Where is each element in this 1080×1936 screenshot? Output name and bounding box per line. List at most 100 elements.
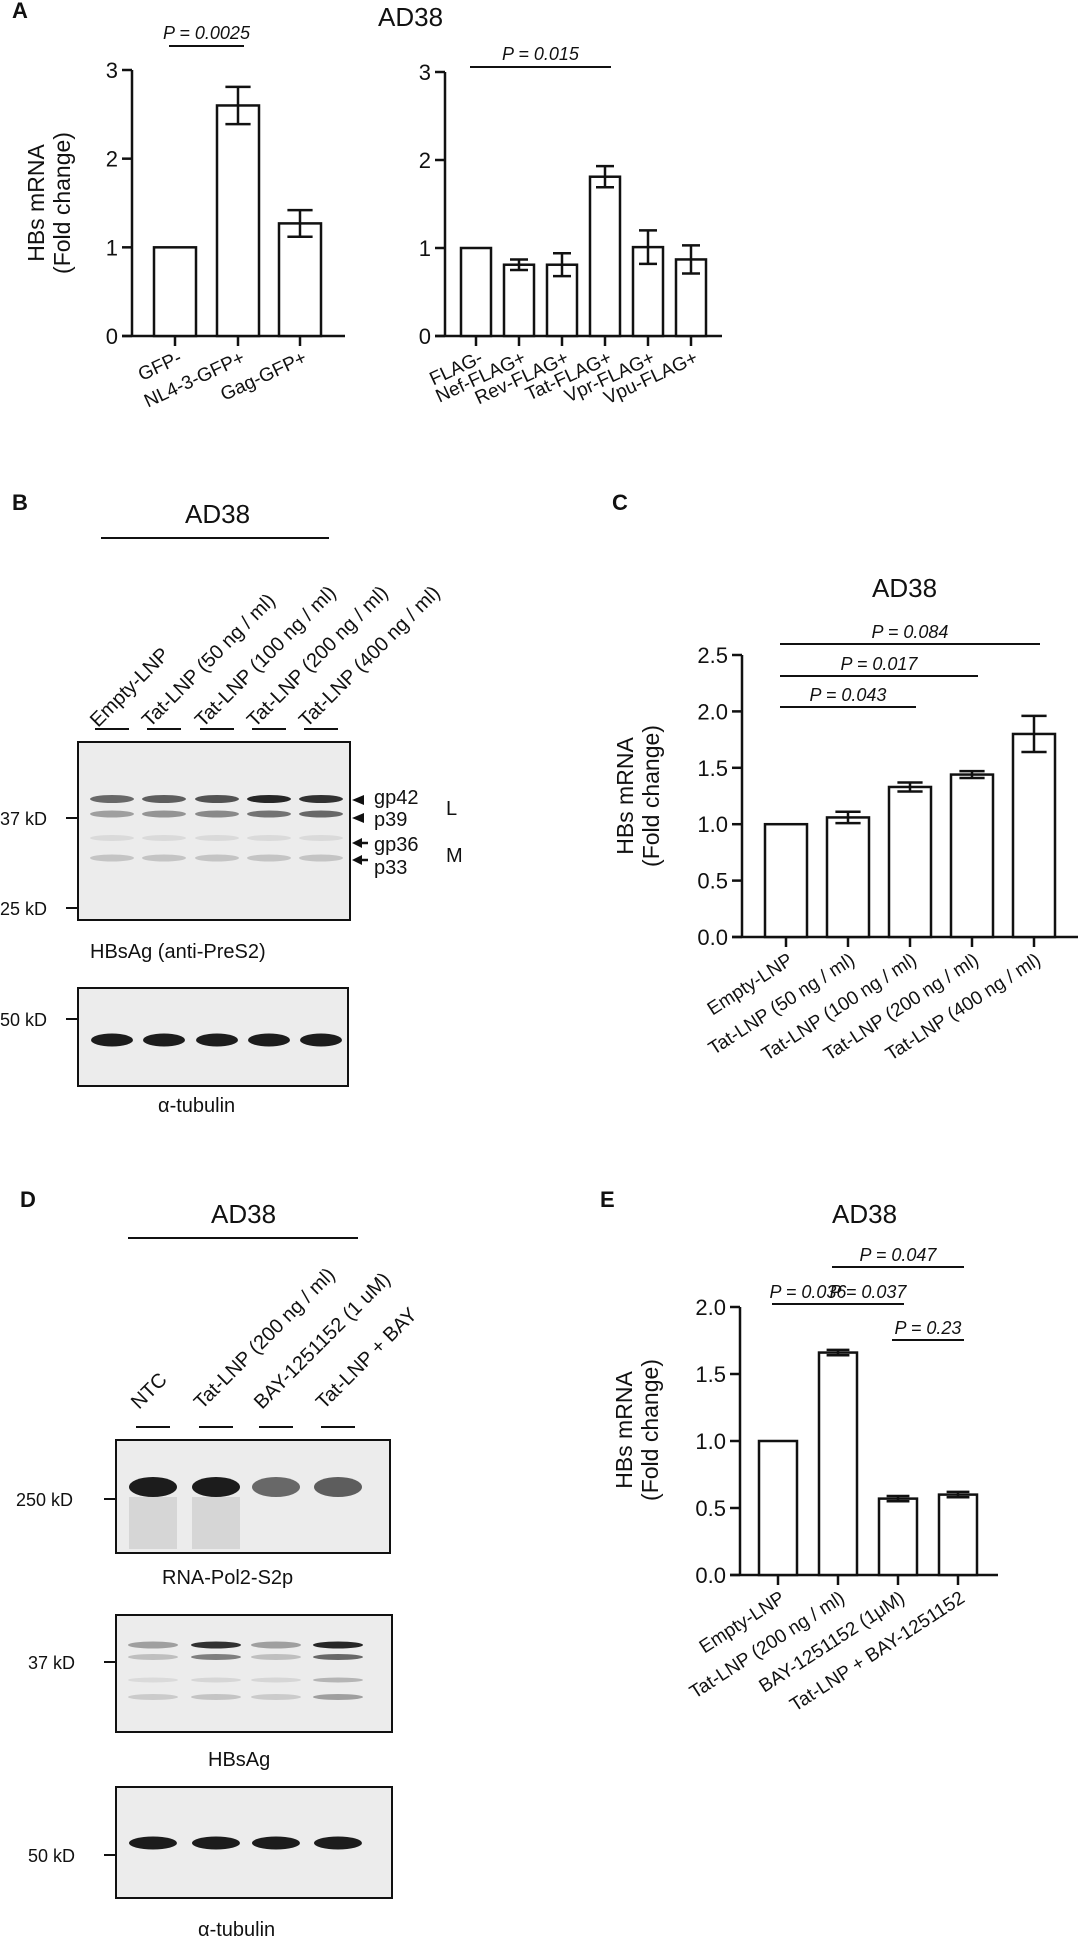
band	[90, 854, 134, 862]
band	[313, 1677, 363, 1683]
blot-d-hbsag-bands	[128, 1641, 363, 1700]
marker-37kd: 37 kD	[28, 1653, 75, 1673]
bar	[152, 246, 198, 338]
y-tick-label: 1.0	[695, 1429, 726, 1454]
y-tick-label: 1.5	[697, 756, 728, 781]
y-tick-label: 1.5	[695, 1362, 726, 1387]
band-label-p33: p33	[374, 857, 407, 879]
band-label-gp36: gp36	[374, 834, 419, 856]
band	[196, 1033, 238, 1047]
arrow-left-icon	[352, 855, 362, 865]
marker-25kd: 25 kD	[0, 899, 47, 919]
bar	[1011, 732, 1057, 939]
band	[314, 1477, 362, 1497]
arrowhead-icon	[352, 813, 364, 823]
y-tick-label: 0.5	[695, 1496, 726, 1521]
blot-d-pol2-caption: RNA-Pol2-S2p	[162, 1567, 293, 1589]
y-tick-label: 0.5	[697, 869, 728, 894]
band	[142, 795, 186, 803]
band	[252, 1836, 300, 1850]
band	[195, 810, 239, 818]
band	[191, 1641, 241, 1649]
band	[299, 854, 343, 862]
panel-a-title: AD38	[378, 2, 443, 32]
band	[299, 835, 343, 841]
band	[251, 1641, 301, 1649]
bar	[817, 1351, 859, 1577]
panel-letter-b: B	[12, 490, 28, 515]
blot-b-tubulin-caption: α-tubulin	[158, 1095, 235, 1117]
bar	[887, 785, 933, 939]
band	[192, 1836, 240, 1850]
band	[143, 1033, 185, 1047]
band	[313, 1694, 363, 1700]
band	[251, 1677, 301, 1683]
y-tick-label: 3	[106, 58, 118, 83]
band	[300, 1033, 342, 1047]
group-label-m: M	[446, 845, 463, 867]
bar	[763, 822, 809, 939]
y-axis-label: HBs mRNA(Fold change)	[23, 132, 75, 274]
p-value-label: P = 0.047	[860, 1245, 938, 1265]
bar	[588, 175, 622, 338]
y-axis-label: HBs mRNA(Fold change)	[612, 725, 664, 867]
band	[191, 1677, 241, 1683]
lane-label: NTC	[127, 1369, 172, 1414]
band	[313, 1654, 363, 1660]
band-label-p39: p39	[374, 809, 407, 831]
y-tick-label: 2.0	[697, 699, 728, 724]
y-axis-label: HBs mRNA(Fold change)	[611, 1359, 663, 1501]
bar	[825, 816, 871, 939]
panel-c: C AD38 0.0 0.5 1.0 1.5 2.0 2.5 HBs mRNA(Fold c…	[612, 490, 1078, 1065]
panel-e-title: AD38	[832, 1199, 897, 1229]
band	[248, 1033, 290, 1047]
p-value-label: P = 0.036	[770, 1282, 848, 1302]
p-value-label: P = 0.084	[872, 622, 949, 642]
y-tick-label: 0	[106, 324, 118, 349]
bar	[877, 1497, 919, 1577]
y-tick-label: 2.5	[697, 643, 728, 668]
band	[191, 1654, 241, 1660]
band	[142, 810, 186, 818]
panel-d-title: AD38	[211, 1199, 276, 1229]
band	[251, 1694, 301, 1700]
p-value-label: P = 0.0025	[163, 23, 251, 43]
band	[313, 1641, 363, 1649]
band	[247, 810, 291, 818]
band	[195, 835, 239, 841]
panel-b-title: AD38	[185, 499, 250, 529]
blot-d-hbsag-membrane	[115, 1614, 393, 1733]
blot-b-tubulin-bands	[91, 1033, 342, 1047]
band	[128, 1677, 178, 1683]
panel-letter-d: D	[20, 1187, 36, 1212]
p-value-label: P = 0.23	[895, 1318, 962, 1338]
band	[90, 795, 134, 803]
p-value-label: P = 0.017	[841, 654, 919, 674]
band	[251, 1654, 301, 1660]
marker-37kd: 37 kD	[0, 809, 47, 829]
band	[129, 1836, 177, 1850]
arrowhead-icon	[352, 795, 364, 805]
y-tick-label: 1.0	[697, 812, 728, 837]
band	[142, 835, 186, 841]
group-label-l: L	[446, 798, 457, 820]
y-tick-label: 1	[106, 235, 118, 260]
marker-50kd: 50 kD	[28, 1846, 75, 1866]
y-tick-label: 2	[419, 148, 431, 173]
band	[91, 1033, 133, 1047]
blot-d-lane-labels: NTC Tat-LNP (200 ng / ml)BAY-1251152 (1 u…	[127, 1264, 422, 1428]
band	[247, 835, 291, 841]
band	[90, 835, 134, 841]
y-tick-label: 0.0	[695, 1563, 726, 1588]
band	[247, 795, 291, 803]
chart-a-right: 0123FLAG-Nef-FLAG+Rev-FLAG+Tat-FLAG+Vpr-…	[419, 44, 722, 409]
p-value-label: P = 0.043	[810, 685, 887, 705]
y-tick-label: 3	[419, 60, 431, 85]
band	[299, 795, 343, 803]
